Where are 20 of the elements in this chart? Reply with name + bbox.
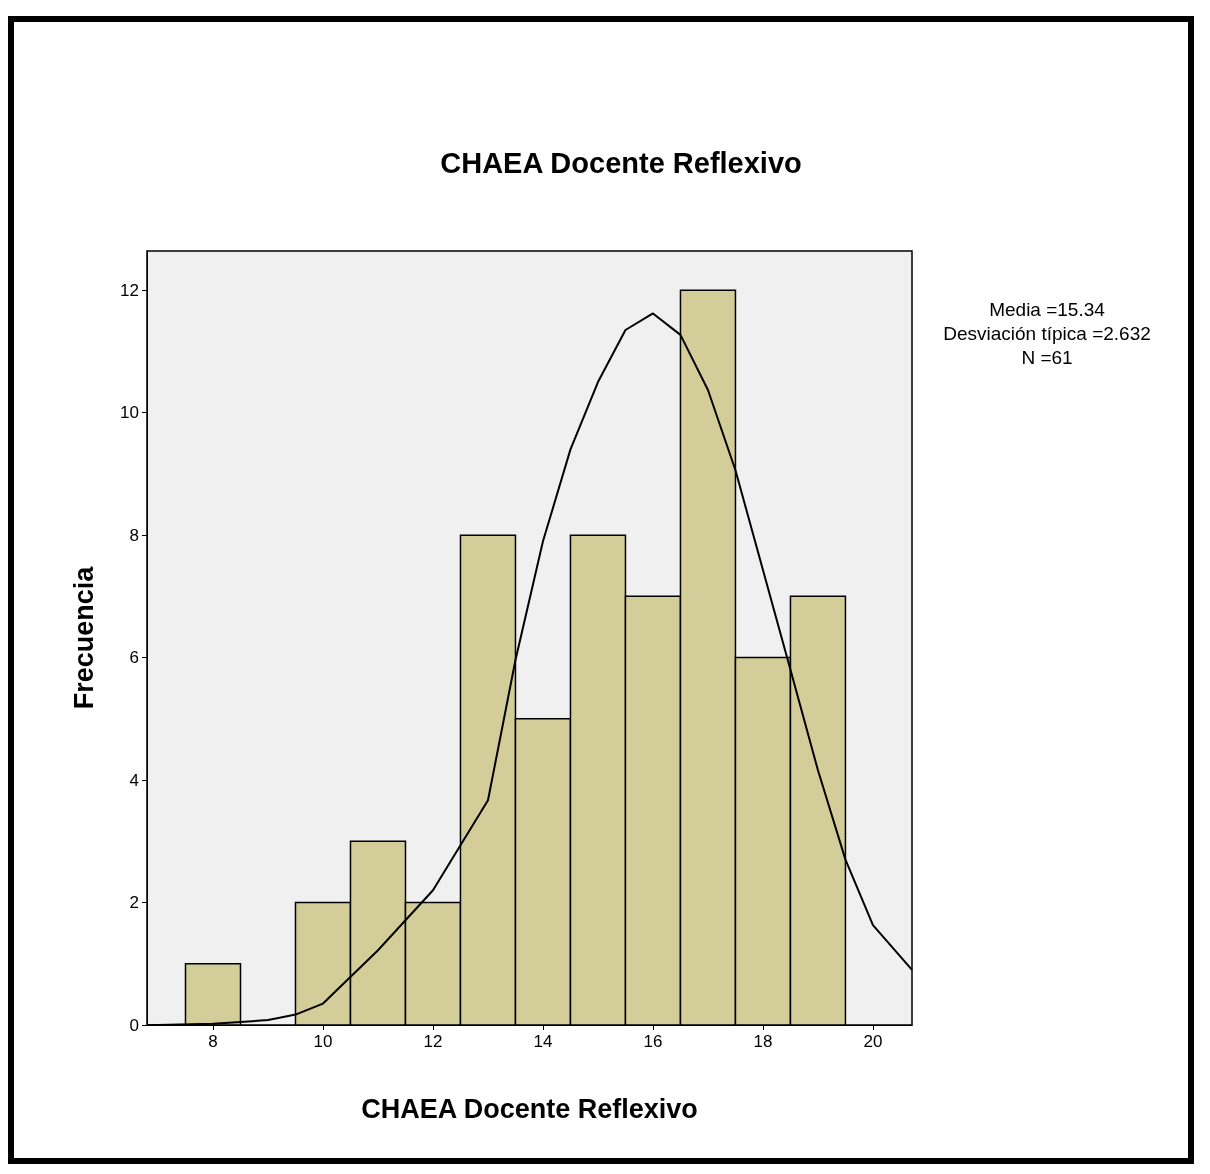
y-tick-label: 8 (129, 525, 139, 545)
y-tick-label: 6 (129, 648, 139, 668)
x-axis-title: CHAEA Docente Reflexivo (361, 1093, 698, 1124)
y-tick-label: 12 (120, 280, 139, 300)
y-tick-label: 0 (129, 1015, 139, 1035)
y-tick-label: 10 (120, 403, 139, 423)
x-tick-label: 12 (423, 1032, 443, 1051)
y-axis-title: Frecuencia (68, 565, 99, 710)
x-tick-label: 10 (313, 1032, 333, 1051)
x-tick-label: 14 (533, 1032, 553, 1051)
x-tick-label: 18 (753, 1032, 773, 1051)
text: Media =15.34 (989, 299, 1106, 320)
text: Desviación típica =2.632 (943, 323, 1151, 344)
text: N =61 (1021, 347, 1073, 368)
y-tick-label: 4 (129, 770, 139, 790)
x-tick-label: 8 (208, 1032, 218, 1051)
y-tick-label: 2 (129, 893, 139, 913)
x-tick-label: 16 (643, 1032, 663, 1051)
x-tick-label: 20 (863, 1032, 883, 1051)
chart-title: CHAEA Docente Reflexivo (440, 146, 802, 179)
